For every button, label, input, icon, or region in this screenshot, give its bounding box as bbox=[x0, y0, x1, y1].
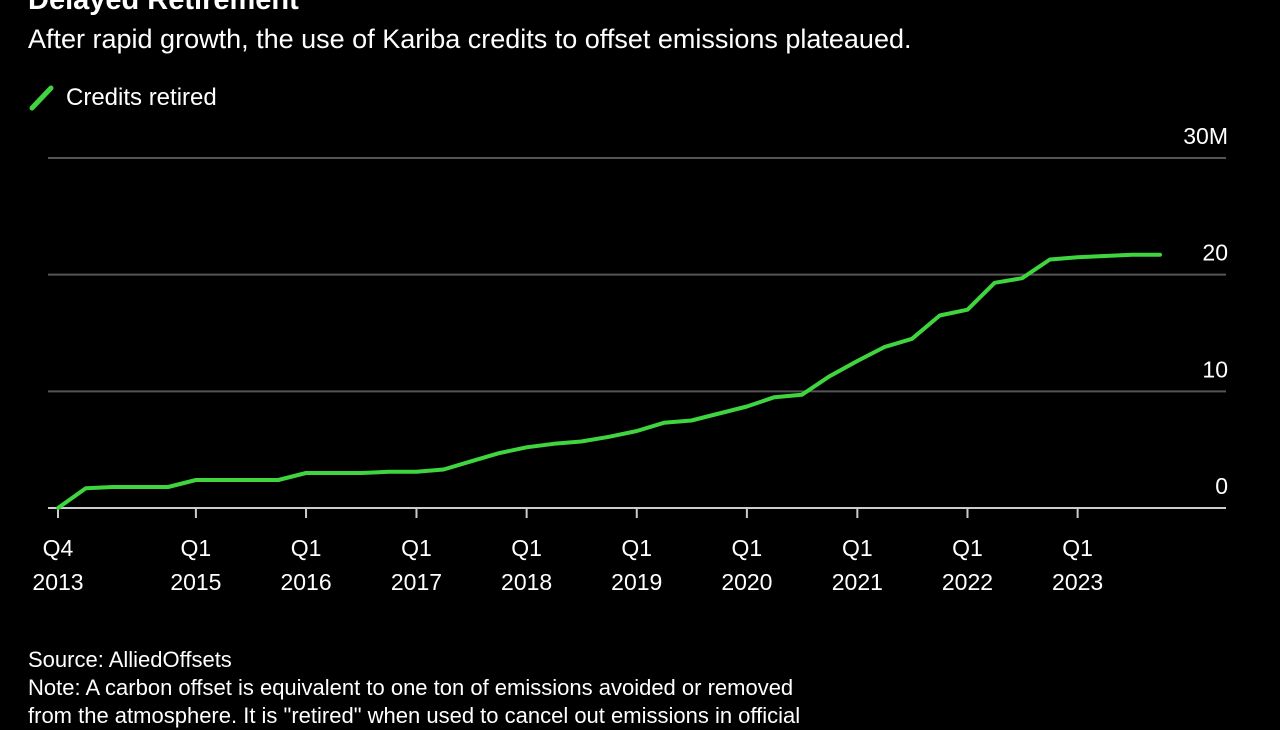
x-tick-label-0-1: 2013 bbox=[32, 569, 83, 595]
x-tick-label-3-1: 2017 bbox=[391, 569, 442, 595]
y-tick-label-2: 20 bbox=[1202, 240, 1228, 266]
x-tick-label-5-0: Q1 bbox=[621, 535, 652, 561]
legend-label: Credits retired bbox=[66, 84, 217, 111]
x-tick-label-0-0: Q4 bbox=[43, 535, 74, 561]
x-tick-label-1-0: Q1 bbox=[181, 535, 212, 561]
legend: Credits retired bbox=[28, 84, 217, 112]
x-tick-label-3-0: Q1 bbox=[401, 535, 432, 561]
chart-footer: Source: AlliedOffsets Note: A carbon off… bbox=[28, 646, 988, 730]
source-note: Source: AlliedOffsets bbox=[28, 647, 232, 672]
x-tick-label-6-1: 2020 bbox=[721, 569, 772, 595]
x-tick-label-9-0: Q1 bbox=[1062, 535, 1093, 561]
x-tick-label-4-0: Q1 bbox=[511, 535, 542, 561]
chart-title: Delayed Retirement bbox=[28, 0, 299, 16]
x-tick-label-8-1: 2022 bbox=[942, 569, 993, 595]
note-line-2: from the atmosphere. It is "retired" whe… bbox=[28, 703, 801, 728]
chart-subtitle: After rapid growth, the use of Kariba cr… bbox=[28, 24, 912, 54]
y-tick-label-1: 10 bbox=[1202, 356, 1228, 382]
note-line-1: Note: A carbon offset is equivalent to o… bbox=[28, 675, 794, 700]
y-tick-label-0: 0 bbox=[1215, 473, 1228, 499]
y-tick-label-3: 30M bbox=[1183, 123, 1228, 149]
x-tick-label-2-0: Q1 bbox=[291, 535, 322, 561]
x-tick-label-7-1: 2021 bbox=[832, 569, 883, 595]
x-tick-label-5-1: 2019 bbox=[611, 569, 662, 595]
x-tick-label-1-1: 2015 bbox=[170, 569, 221, 595]
x-tick-label-7-0: Q1 bbox=[842, 535, 873, 561]
x-tick-label-2-1: 2016 bbox=[280, 569, 331, 595]
x-tick-label-8-0: Q1 bbox=[952, 535, 983, 561]
legend-swatch-icon bbox=[29, 85, 54, 111]
x-tick-label-4-1: 2018 bbox=[501, 569, 552, 595]
x-tick-label-6-0: Q1 bbox=[732, 535, 763, 561]
series-line-0 bbox=[56, 252, 1162, 510]
x-tick-label-9-1: 2023 bbox=[1052, 569, 1103, 595]
